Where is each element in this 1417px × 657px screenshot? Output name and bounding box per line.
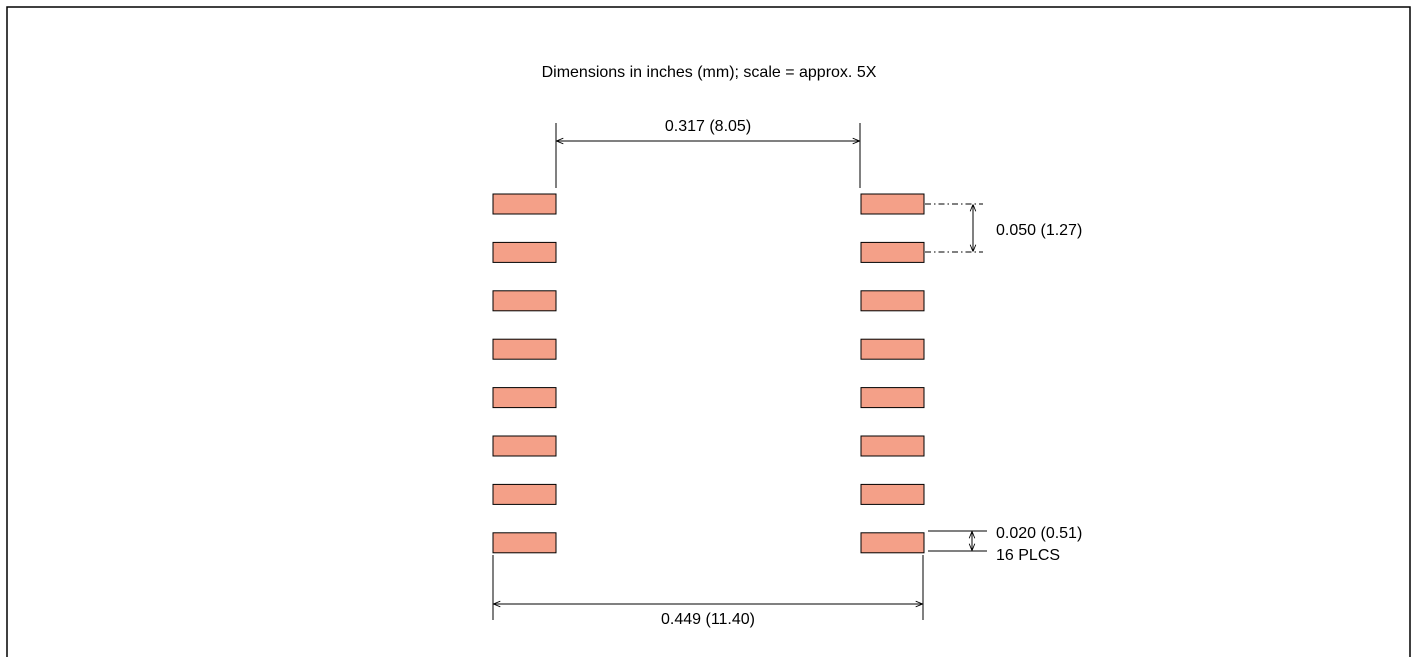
pad-left-6 <box>492 435 557 457</box>
right-pad-column <box>860 193 925 554</box>
pad-left-2 <box>492 241 557 263</box>
pad-left-3 <box>492 290 557 312</box>
pitch-dimension: 0.050 (1.27) <box>925 203 1082 253</box>
pad-right-5 <box>860 387 925 409</box>
outer-span-dimension: 0.449 (11.40) <box>492 555 924 628</box>
pad-right-7 <box>860 483 925 505</box>
diagram-title: Dimensions in inches (mm); scale = appro… <box>542 64 877 81</box>
inner-span-label: 0.317 (8.05) <box>665 118 751 135</box>
pad-right-3 <box>860 290 925 312</box>
pad-left-1 <box>492 193 557 215</box>
pad-left-4 <box>492 338 557 360</box>
page-border <box>6 6 1411 657</box>
pad-left-5 <box>492 387 557 409</box>
pad-right-4 <box>860 338 925 360</box>
inner-span-dimension: 0.317 (8.05) <box>555 118 861 188</box>
pad-right-2 <box>860 241 925 263</box>
pad-right-8 <box>860 532 925 554</box>
pad-left-7 <box>492 483 557 505</box>
pad-right-1 <box>860 193 925 215</box>
pitch-label: 0.050 (1.27) <box>996 222 1082 239</box>
outer-span-label: 0.449 (11.40) <box>661 611 755 628</box>
pad-width-label: 0.020 (0.51) <box>996 525 1082 542</box>
pad-count-label: 16 PLCS <box>996 547 1060 564</box>
pad-left-8 <box>492 532 557 554</box>
pad-right-6 <box>860 435 925 457</box>
pad-width-dimension: 0.020 (0.51) 16 PLCS <box>928 525 1082 564</box>
left-pad-column <box>492 193 557 554</box>
